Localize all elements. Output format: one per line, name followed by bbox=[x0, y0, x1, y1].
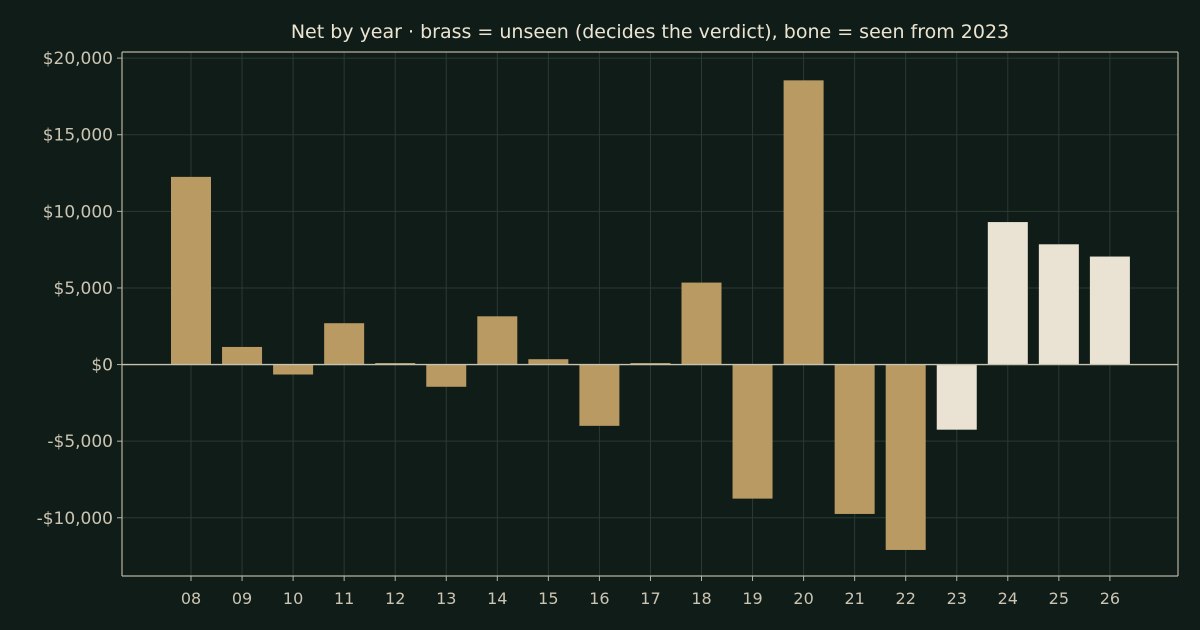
tick-label-layer: $20,000 $15,000 $10,000 $5,000 $0 -$5,000 -$10… bbox=[37, 49, 1121, 608]
bar-16 bbox=[579, 364, 620, 426]
bar-23 bbox=[936, 364, 977, 430]
y-tick-label: $0 bbox=[91, 356, 113, 376]
y-tick-label: -$5,000 bbox=[47, 432, 113, 452]
x-tick-label: 08 bbox=[181, 589, 201, 608]
x-tick-label: 16 bbox=[589, 589, 609, 608]
bar-24 bbox=[987, 222, 1028, 365]
bar-13 bbox=[426, 364, 467, 387]
x-tick-label: 12 bbox=[385, 589, 405, 608]
x-tick-label: 24 bbox=[998, 589, 1018, 608]
x-tick-label: 13 bbox=[436, 589, 456, 608]
bar-18 bbox=[681, 282, 722, 365]
y-tick-label: $10,000 bbox=[43, 202, 113, 222]
bar-14 bbox=[477, 316, 518, 365]
x-tick-label: 15 bbox=[538, 589, 558, 608]
x-tick-label: 09 bbox=[232, 589, 252, 608]
x-tick-label: 26 bbox=[1100, 589, 1120, 608]
bar-17 bbox=[630, 363, 671, 365]
x-tick-label: 17 bbox=[640, 589, 660, 608]
axis-layer bbox=[117, 51, 1179, 581]
bar-21 bbox=[834, 364, 875, 514]
bar-20 bbox=[783, 80, 824, 365]
x-tick-label: 25 bbox=[1049, 589, 1069, 608]
bar-11 bbox=[324, 323, 365, 365]
x-tick-label: 18 bbox=[691, 589, 711, 608]
bar-10 bbox=[273, 364, 314, 375]
bar-26 bbox=[1089, 256, 1130, 365]
bar-12 bbox=[375, 363, 416, 365]
y-tick-label: $15,000 bbox=[43, 126, 113, 146]
chart-title: Net by year · brass = unseen (decides th… bbox=[291, 21, 1009, 43]
bar-15 bbox=[528, 359, 569, 365]
x-tick-label: 11 bbox=[334, 589, 354, 608]
bar-09 bbox=[222, 346, 263, 365]
x-tick-label: 22 bbox=[896, 589, 916, 608]
x-tick-label: 14 bbox=[487, 589, 507, 608]
bar-08 bbox=[171, 176, 211, 365]
bar-layer bbox=[171, 80, 1130, 550]
x-tick-label: 10 bbox=[283, 589, 303, 608]
bar-25 bbox=[1038, 244, 1079, 365]
bar-19 bbox=[732, 364, 773, 499]
y-tick-label: $5,000 bbox=[54, 279, 113, 299]
x-tick-label: 21 bbox=[844, 589, 864, 608]
y-tick-label: $20,000 bbox=[43, 49, 113, 69]
x-tick-label: 20 bbox=[793, 589, 813, 608]
bar-22 bbox=[885, 364, 926, 550]
x-tick-label: 19 bbox=[742, 589, 762, 608]
y-tick-label: -$10,000 bbox=[37, 509, 113, 529]
x-tick-label: 23 bbox=[947, 589, 967, 608]
